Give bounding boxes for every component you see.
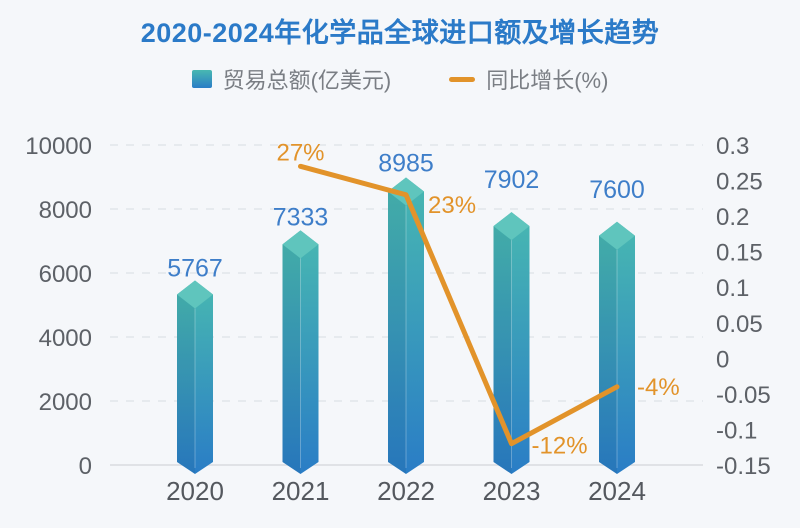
right-axis-tick-label: 0.15: [716, 240, 763, 267]
right-axis-tick-label: 0.25: [716, 169, 763, 196]
right-axis-tick-label: 0: [716, 346, 729, 373]
bar-cap: [599, 221, 635, 250]
legend-item-growth[interactable]: 同比增长(%): [449, 63, 608, 95]
bar-value-label: 8985: [378, 149, 434, 177]
left-axis-tick-label: 4000: [39, 325, 92, 352]
right-axis-tick-label: 0.05: [716, 311, 763, 338]
right-axis-tick-label: -0.05: [716, 382, 771, 409]
x-axis-label-2022: 2022: [377, 476, 435, 506]
growth-line[interactable]: [298, 163, 620, 447]
left-axis-tick-label: 2000: [39, 389, 92, 416]
x-axis-label-2023: 2023: [483, 476, 541, 506]
bar-2021[interactable]: [282, 230, 319, 474]
legend-label-trade-total: 贸易总额(亿美元): [222, 68, 392, 93]
left-axis-tick-label: 6000: [39, 261, 92, 288]
bar-cap: [388, 177, 424, 206]
bar-body: [177, 280, 213, 474]
left-axis-tick-label: 10000: [25, 133, 92, 160]
bar-value-label: 7600: [589, 176, 645, 204]
bar-cap: [493, 212, 530, 241]
line-value-label: 23%: [428, 192, 476, 219]
bar-cap: [177, 280, 213, 309]
line-value-label: -12%: [532, 433, 588, 460]
combo-chart-plot: 10000 8000 6000 4000 2000 0 0.3 0.25 0.2 0.15 0.1 0…: [25, 133, 771, 506]
x-axis-label-2024: 2024: [588, 476, 646, 506]
line-value-label: -4%: [637, 374, 680, 401]
right-axis-tick-label: 0.3: [716, 133, 749, 160]
line-series-dash-icon: [449, 76, 476, 82]
bar-value-label: 7333: [273, 203, 329, 231]
bar-left-face: [388, 191, 406, 475]
left-axis-tick-label: 0: [79, 453, 92, 480]
bar-left-face: [177, 294, 195, 474]
bar-left-face: [599, 235, 617, 474]
legend-label-growth: 同比增长(%): [486, 68, 609, 93]
bar-series-swatch-icon: [191, 70, 212, 88]
legend: 贸易总额(亿美元) 同比增长(%): [0, 63, 800, 95]
bar-2022[interactable]: [388, 177, 424, 475]
right-axis-tick-label: 0.2: [716, 204, 749, 231]
bar-2024[interactable]: [599, 221, 635, 474]
bar-value-label: 5767: [167, 254, 223, 282]
bar-2020[interactable]: [177, 280, 213, 474]
chart-title: 2020-2024年化学品全球进口额及增长趋势: [140, 18, 660, 48]
bar-body: [388, 177, 424, 475]
line-value-label: 27%: [276, 139, 324, 166]
bar-cap: [282, 230, 319, 259]
x-axis-label-2021: 2021: [272, 476, 330, 506]
bar-value-label: 7902: [484, 166, 540, 194]
bar-left-face: [282, 244, 301, 474]
x-axis-label-2020: 2020: [166, 476, 224, 506]
right-axis-tick-label: 0.1: [716, 275, 749, 302]
bar-body: [282, 230, 319, 474]
left-axis-tick-label: 8000: [39, 197, 92, 224]
bar-body: [493, 212, 530, 475]
right-axis-tick-label: -0.1: [716, 417, 757, 444]
legend-item-trade-total[interactable]: 贸易总额(亿美元): [191, 63, 392, 95]
right-axis-tick-label: -0.15: [716, 453, 771, 480]
bar-body: [599, 221, 635, 474]
